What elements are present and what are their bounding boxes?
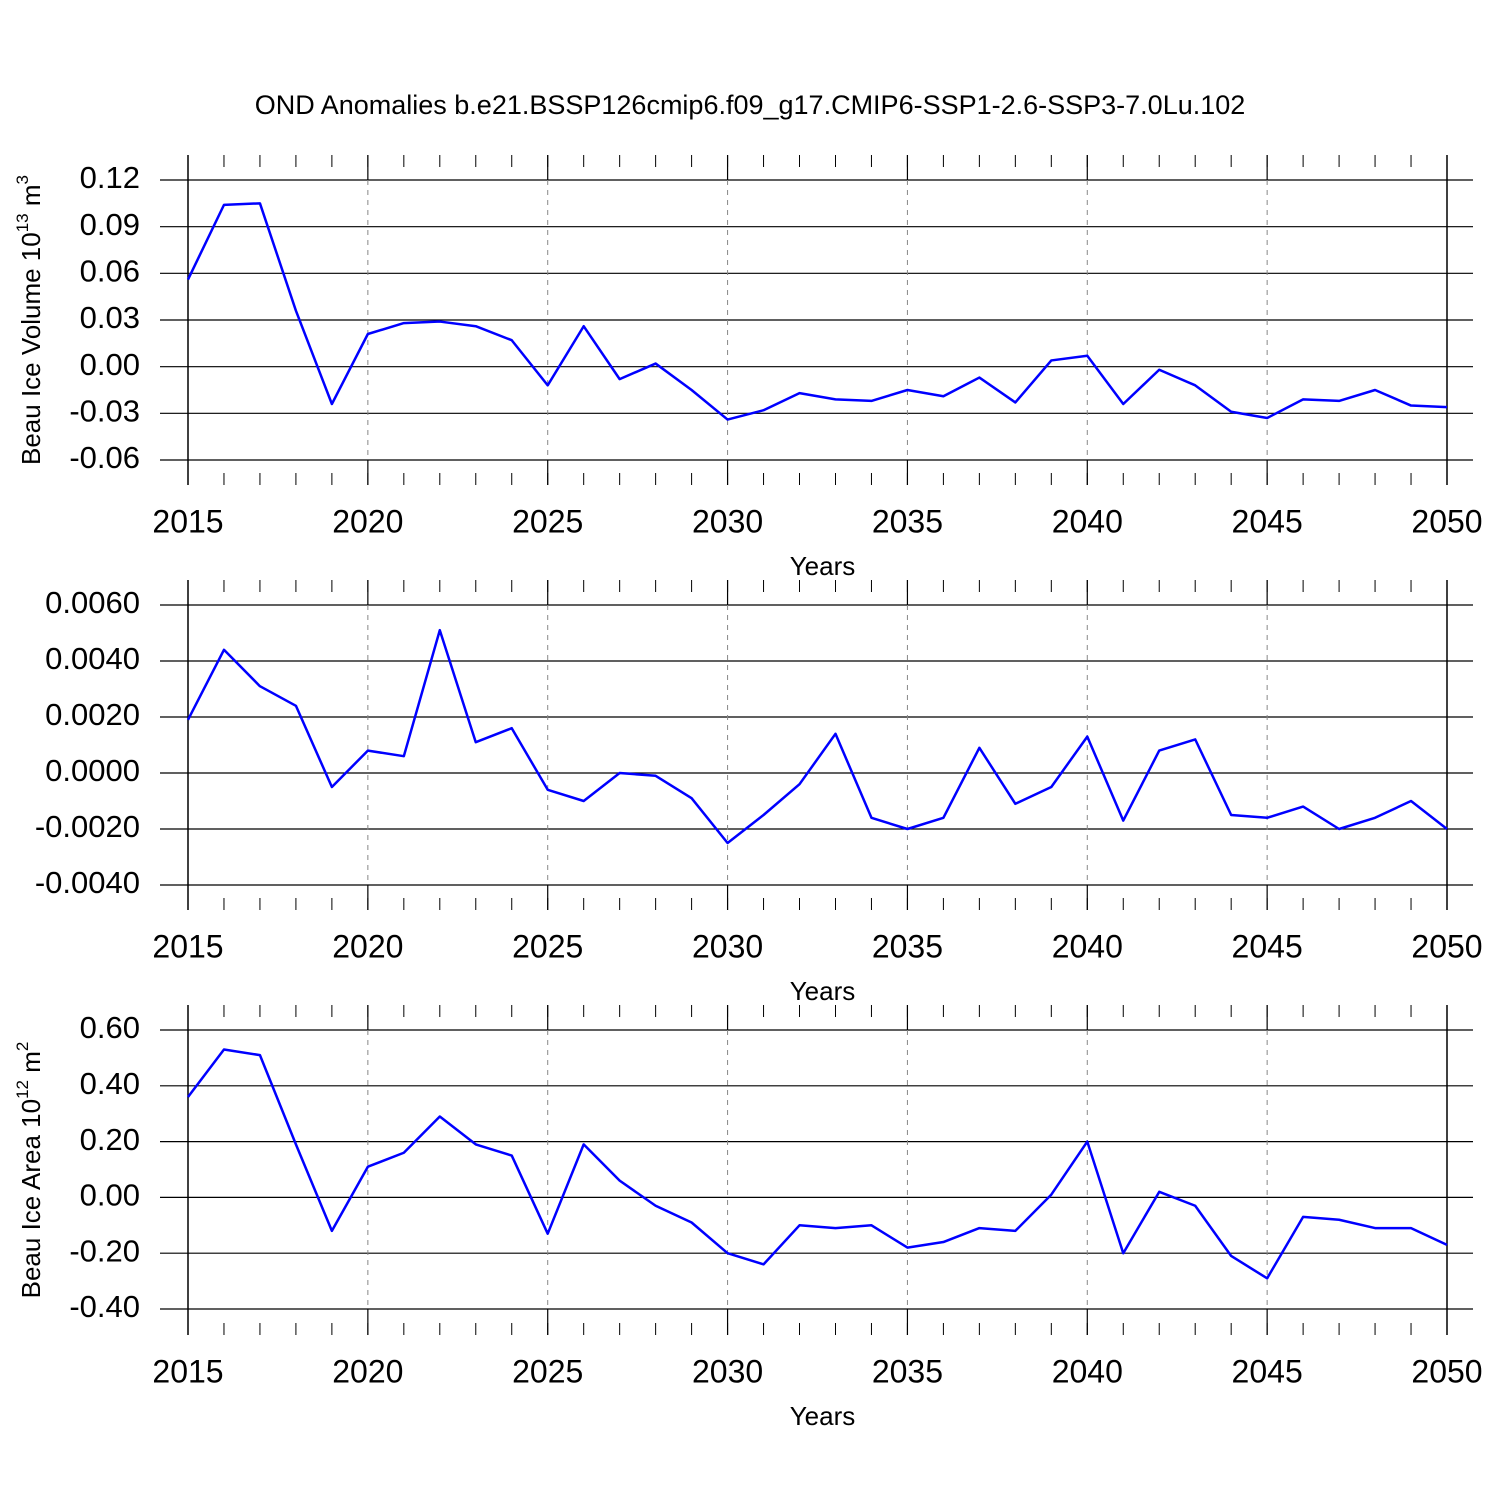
y-axis-label-part: 13 — [13, 213, 32, 232]
x-tick-label: 2030 — [692, 928, 763, 964]
y-tick-label: -0.03 — [69, 394, 140, 429]
x-tick-label: 2015 — [152, 503, 223, 539]
x-tick-label: 2035 — [872, 928, 943, 964]
x-axis-label: Years — [790, 551, 856, 581]
y-axis-label-part: 2 — [13, 1042, 32, 1051]
y-tick-label: 0.60 — [80, 1010, 140, 1045]
x-tick-label: 2040 — [1052, 1353, 1123, 1389]
y-tick-label: -0.0020 — [35, 809, 140, 844]
panel: 0.12 0.09 0.06 0.03 0.00 -0.03 -0.06 2015 2020 20… — [13, 155, 1483, 581]
x-tick-label: 2050 — [1411, 503, 1482, 539]
x-tick-label: 2040 — [1052, 503, 1123, 539]
y-tick-label: 0.0020 — [45, 697, 140, 732]
y-tick-label: -0.40 — [69, 1289, 140, 1324]
y-tick-label: -0.06 — [69, 440, 140, 475]
x-tick-label: 2015 — [152, 928, 223, 964]
y-axis-label-part: Beau Snow Volume 10 — [0, 642, 11, 905]
y-axis-label-part: m — [16, 1051, 46, 1080]
x-tick-label: 2050 — [1411, 1353, 1482, 1389]
y-tick-label: 0.12 — [80, 160, 140, 195]
y-tick-label: 0.20 — [80, 1122, 140, 1157]
x-tick-label: 2045 — [1232, 928, 1303, 964]
y-axis-label-part: 12 — [13, 1080, 32, 1099]
x-tick-label: 2045 — [1232, 503, 1303, 539]
y-tick-label: 0.0000 — [45, 753, 140, 788]
y-tick-label: 0.09 — [80, 207, 140, 242]
x-tick-label: 2025 — [512, 1353, 583, 1389]
y-tick-label: 0.0060 — [45, 585, 140, 620]
y-axis-label-part: Beau Ice Volume 10 — [16, 232, 46, 465]
x-tick-label: 2020 — [332, 928, 403, 964]
x-tick-label: 2015 — [152, 1353, 223, 1389]
panel: 0.60 0.40 0.20 0.00 -0.20 -0.40 2015 2020 2025 20… — [13, 1005, 1483, 1431]
x-tick-label: 2020 — [332, 1353, 403, 1389]
y-tick-label: -0.0040 — [35, 865, 140, 900]
y-tick-label: 0.00 — [80, 1178, 140, 1213]
panel: 0.0060 0.0040 0.0020 0.0000 -0.0020 -0.0040 20… — [0, 580, 1483, 1006]
x-axis-label: Years — [790, 1401, 856, 1431]
y-axis-label-part: 3 — [13, 175, 32, 184]
y-axis-label-part: Beau Ice Area 10 — [16, 1099, 46, 1298]
y-tick-label: 0.06 — [80, 254, 140, 289]
y-tick-label: 0.03 — [80, 300, 140, 335]
x-tick-label: 2025 — [512, 503, 583, 539]
x-tick-label: 2030 — [692, 1353, 763, 1389]
y-axis-label: Beau Snow Volume 1013 m3 — [0, 585, 11, 905]
x-tick-label: 2035 — [872, 503, 943, 539]
y-axis-label-part: m — [0, 594, 11, 623]
figure-title: OND Anomalies b.e21.BSSP126cmip6.f09_g17… — [255, 90, 1246, 120]
x-tick-label: 2050 — [1411, 928, 1482, 964]
data-line — [186, 628, 1448, 845]
y-tick-label: 0.40 — [80, 1066, 140, 1101]
y-tick-label: 0.00 — [80, 347, 140, 382]
data-line — [187, 1048, 1448, 1280]
x-tick-label: 2020 — [332, 503, 403, 539]
x-axis-label: Years — [790, 976, 856, 1006]
y-axis-label-part: m — [16, 184, 46, 213]
x-tick-label: 2045 — [1232, 1353, 1303, 1389]
x-tick-label: 2025 — [512, 928, 583, 964]
y-axis-label: Beau Ice Volume 1013 m3 — [13, 175, 46, 465]
x-tick-label: 2040 — [1052, 928, 1123, 964]
data-line — [186, 202, 1448, 421]
y-tick-label: 0.0040 — [45, 641, 140, 676]
x-tick-label: 2035 — [872, 1353, 943, 1389]
y-tick-label: -0.20 — [69, 1233, 140, 1268]
y-axis-label: Beau Ice Area 1012 m2 — [13, 1042, 46, 1299]
x-tick-label: 2030 — [692, 503, 763, 539]
